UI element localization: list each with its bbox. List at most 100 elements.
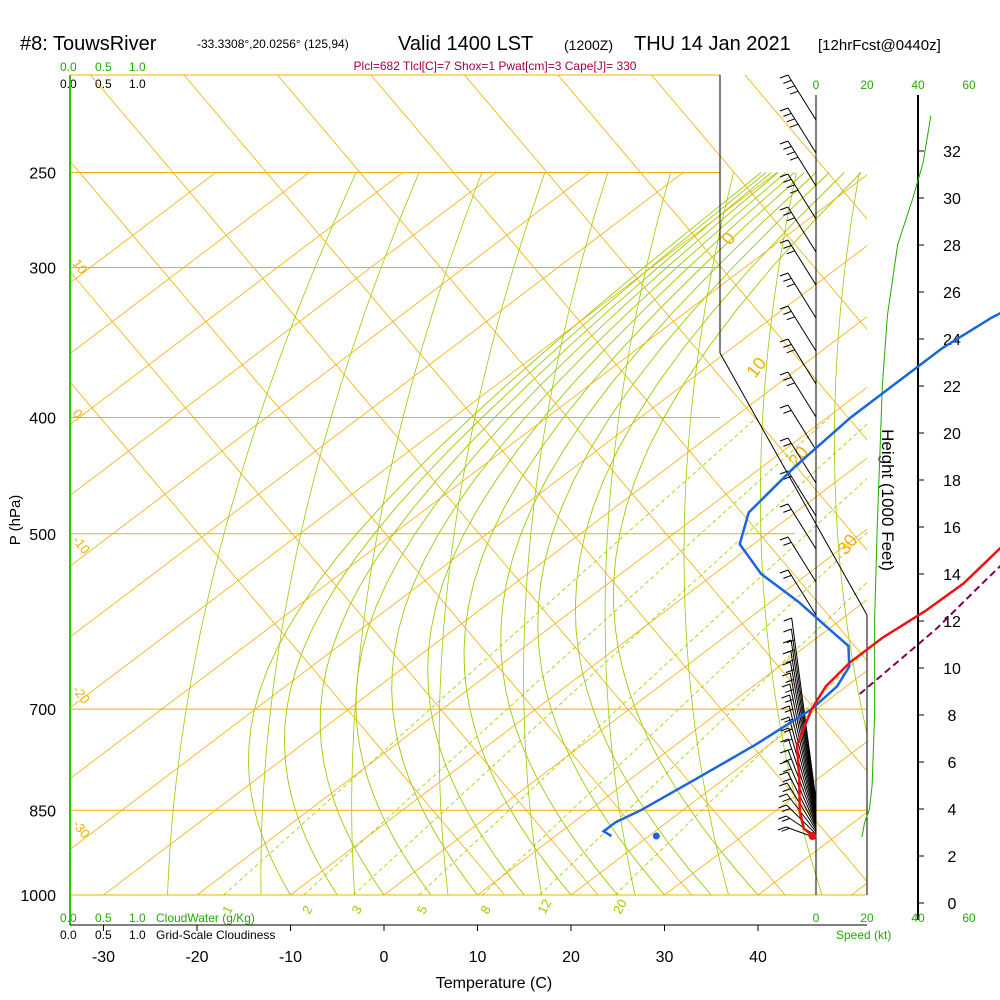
cloud-bottom-green-2: 1.0 xyxy=(129,911,146,925)
wind-barb-staff xyxy=(787,503,817,550)
height-tick-label: 14 xyxy=(943,567,961,584)
wind-barb-feather xyxy=(780,727,789,732)
isotherm xyxy=(851,882,867,895)
wind-barb-feather xyxy=(779,569,789,574)
moist-adiabat xyxy=(613,172,862,895)
wind-barb-staff xyxy=(790,639,817,805)
potential-temp-line xyxy=(70,160,693,895)
potential-temp-label: -30 xyxy=(70,817,93,841)
wind-barb-feather xyxy=(779,206,789,211)
wind-barb-staff xyxy=(787,404,817,451)
surface-temperature-dot xyxy=(808,832,817,841)
height-tick-label: 28 xyxy=(943,238,961,255)
wind-barb-feather xyxy=(783,541,792,546)
cloud-bottom-black-0: 0.0 xyxy=(60,928,77,942)
mixing-ratio-label: 20 xyxy=(610,897,630,917)
mixing-ratio-line xyxy=(482,532,867,895)
isotherm-label: 10 xyxy=(742,353,770,381)
cloud-top-green-0: 0.0 xyxy=(60,60,77,74)
wind-barb-feather xyxy=(783,145,792,150)
wind-barb-feather xyxy=(783,442,792,447)
wind-barb-staff xyxy=(787,305,817,352)
mixing-ratio-line xyxy=(418,478,867,895)
frame-diagonal xyxy=(719,352,868,616)
wind-barb-staff xyxy=(787,206,817,253)
height-tick-label: 2 xyxy=(948,849,957,866)
wind-barb-feather xyxy=(784,718,793,723)
speed-tick-label-bottom: 0 xyxy=(813,911,820,925)
wind-barb-feather xyxy=(783,244,792,249)
cloud-top-green-1: 0.5 xyxy=(95,60,112,74)
dry-adiabat xyxy=(260,172,420,895)
wind-barb-feather xyxy=(779,74,789,79)
wind-barb-feather xyxy=(786,382,795,387)
wind-barb-feather xyxy=(779,107,789,112)
speed-tick-label-bottom: 20 xyxy=(860,911,874,925)
isotherm xyxy=(70,172,310,355)
temperature-tick-label: 40 xyxy=(749,949,767,966)
wind-barb-feather xyxy=(786,639,795,644)
wind-barb-feather xyxy=(785,688,794,693)
pressure-tick-label: 700 xyxy=(29,702,56,719)
wind-barb-feather xyxy=(777,826,787,831)
isotherm xyxy=(570,670,867,895)
potential-temp-line xyxy=(90,75,786,895)
dry-adiabat xyxy=(167,172,357,895)
wind-barb-feather xyxy=(786,118,795,123)
wind-barb-feather xyxy=(779,272,789,277)
forecast-date: THU 14 Jan 2021 xyxy=(634,33,791,55)
height-tick-label: 18 xyxy=(943,473,961,490)
isotherms xyxy=(70,75,867,895)
wind-barb-feather xyxy=(783,178,792,183)
wind-barb-feather xyxy=(789,90,799,95)
wind-barb-feather xyxy=(783,738,793,743)
height-tick-label: 20 xyxy=(943,426,961,443)
cloud-bottom-green-0: 0.0 xyxy=(60,911,77,925)
dry-adiabat xyxy=(438,172,546,895)
dry-adiabat xyxy=(604,172,671,895)
wind-barb-feather xyxy=(783,758,792,763)
wind-barb-feather xyxy=(789,123,799,128)
moist-adiabat xyxy=(574,172,845,895)
wind-barb-feather xyxy=(779,404,789,409)
dry-adiabat xyxy=(523,172,609,895)
isotherm xyxy=(70,172,497,496)
moist-adiabat xyxy=(284,172,767,895)
wind-barb-feather xyxy=(778,793,788,798)
y-axis-title: P (hPa) xyxy=(7,495,24,546)
height-tick-label: 12 xyxy=(943,614,961,631)
wind-barb-staff xyxy=(787,749,817,825)
dry-adiabat xyxy=(351,172,483,895)
station-coords: -33.3308°,20.0256° (125,94) xyxy=(197,37,349,51)
isobars xyxy=(70,172,867,896)
wind-barb-staff xyxy=(788,705,817,817)
wind-barb-feather xyxy=(789,189,799,194)
wind-barb-staff xyxy=(787,760,817,827)
cloud-scale-top: 0.0 0.5 1.0 0.0 0.5 1.0 xyxy=(60,60,146,91)
x-axis-title: Temperature (C) xyxy=(436,975,552,992)
wind-barb-staff xyxy=(791,617,817,801)
wind-barb-staff xyxy=(787,140,817,187)
isotherm xyxy=(477,599,867,895)
potential-temp-line xyxy=(464,75,867,551)
dry-adiabat xyxy=(834,172,867,736)
wind-barb-feather xyxy=(782,672,791,677)
height-tick-label: 22 xyxy=(943,379,961,396)
moist-adiabat xyxy=(391,172,786,895)
wind-barb-feather xyxy=(786,217,795,222)
wind-barb-feather xyxy=(780,716,790,721)
potential-temp-label: -20 xyxy=(70,683,93,707)
wind-barb-feather xyxy=(779,371,789,376)
pressure-tick-label: 250 xyxy=(29,166,56,183)
potential-temp-line xyxy=(557,75,867,441)
wind-barb-feather xyxy=(783,475,792,480)
speed-axis-title: Speed (kt) xyxy=(836,928,891,942)
height-tick-label: 4 xyxy=(948,802,957,819)
mixing-ratio-label: 5 xyxy=(414,903,431,916)
cloudiness-label: Grid-Scale Cloudiness xyxy=(156,928,275,942)
wind-barb-staff xyxy=(788,716,817,819)
wind-barb-feather xyxy=(783,409,792,414)
